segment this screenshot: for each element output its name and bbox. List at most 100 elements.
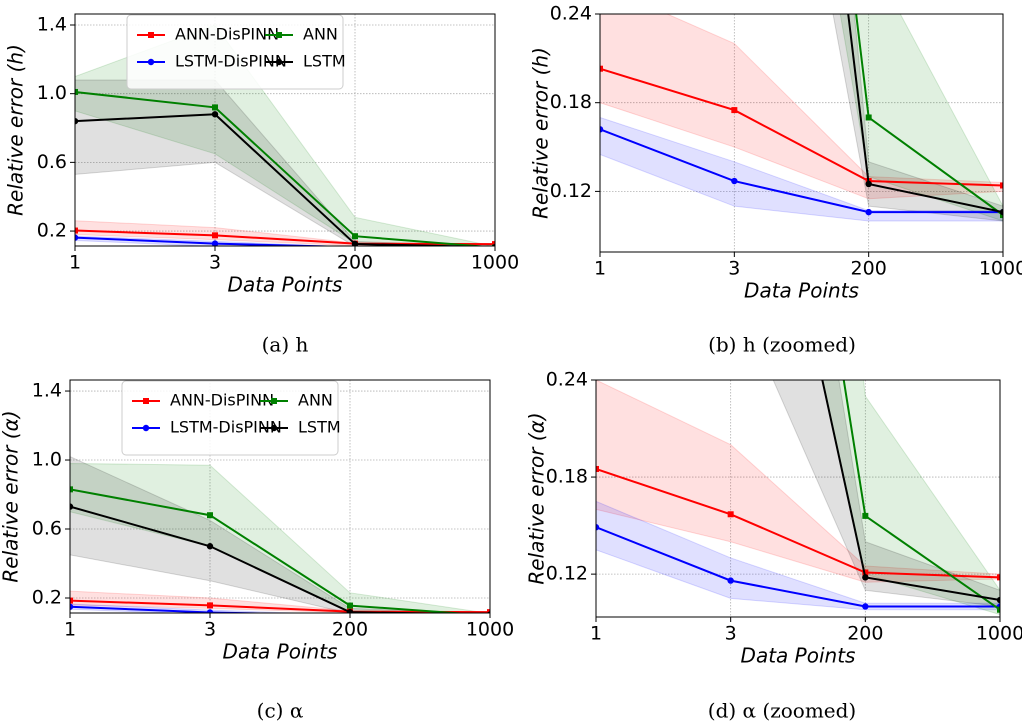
series-line (596, 468, 1000, 579)
error-band (70, 603, 310, 613)
x-axis-label: Data Points (223, 640, 338, 664)
x-axis-label: Data Points (741, 644, 856, 668)
series-line (821, 380, 1000, 601)
marker (351, 240, 359, 246)
x-tick-label: 200 (332, 619, 368, 641)
error-band (596, 380, 1000, 583)
axes-frame (599, 13, 1004, 253)
series-line (600, 128, 1003, 214)
series-line (75, 90, 489, 246)
y-tick-label: 0.2 (32, 586, 62, 608)
legend-label: LSTM (298, 418, 341, 437)
error-band (772, 380, 1000, 607)
series-line (600, 67, 1003, 187)
y-tick-label: 0.6 (37, 151, 67, 173)
series-line (70, 599, 490, 613)
series-line (855, 14, 1003, 216)
x-tick-label: 1000 (466, 619, 514, 641)
error-band (70, 456, 490, 613)
series-line (596, 526, 1000, 608)
marker (862, 569, 869, 576)
marker (211, 240, 219, 246)
error-band (75, 79, 495, 246)
marker (996, 596, 1000, 604)
axes-frame (69, 379, 491, 614)
x-tick-label: 1 (69, 252, 81, 274)
plot-area (600, 14, 1003, 222)
legend-marker (148, 32, 154, 38)
subplot: 0.2 0.6 1.0 1.4 1 3 200 1000 Data Points Relative… (4, 13, 520, 356)
marker (862, 512, 869, 519)
legend-marker (143, 398, 149, 404)
error-band (839, 14, 1003, 222)
marker (596, 524, 600, 531)
plot-area (70, 456, 490, 613)
marker (75, 234, 79, 241)
x-tick-label: 3 (204, 619, 216, 641)
marker (212, 232, 218, 239)
caption: (a) h (262, 333, 309, 357)
marker (207, 512, 213, 519)
error-band (70, 462, 490, 613)
error-band (75, 220, 495, 246)
marker (211, 111, 219, 118)
caption: (b) h (zoomed) (708, 333, 856, 357)
series-line (70, 505, 458, 613)
marker (865, 180, 872, 188)
marker (70, 503, 74, 510)
legend-label: LSTM (303, 52, 346, 71)
x-tick-label: 1000 (976, 623, 1022, 645)
marker (865, 114, 872, 121)
x-tick-label: 1 (594, 258, 606, 280)
marker (207, 602, 213, 609)
legend-label: LSTM-DisPINN (175, 52, 287, 71)
marker (492, 241, 495, 246)
x-tick-label: 1 (590, 623, 602, 645)
legend-marker (275, 58, 283, 66)
y-tick-label: 1.0 (37, 82, 67, 104)
y-axis-label: Relative error (h) (4, 44, 28, 216)
x-tick-label: 200 (851, 258, 887, 280)
x-tick-label: 3 (728, 258, 740, 280)
error-band (832, 14, 1003, 222)
legend-marker (271, 398, 277, 404)
marker (352, 233, 358, 240)
legend-marker (142, 424, 150, 432)
legend-label: ANN-DisPINN (170, 391, 274, 410)
y-tick-label: 0.6 (32, 518, 62, 540)
y-tick-label: 1.4 (32, 380, 62, 402)
marker (212, 104, 218, 111)
series-line (70, 605, 287, 613)
subplot: 0.2 0.6 1.0 1.4 1 3 200 1000 Data Points Relative… (0, 379, 514, 723)
legend-label: LSTM-DisPINN (170, 418, 282, 437)
legend-marker (270, 424, 278, 432)
plot-area (596, 380, 1000, 616)
error-band (596, 500, 1000, 611)
error-band (70, 590, 490, 613)
marker (70, 597, 73, 604)
marker (1000, 182, 1003, 189)
x-axis-label: Data Points (744, 279, 859, 303)
marker (1000, 212, 1003, 219)
y-tick-label: 1.4 (37, 13, 67, 35)
caption: (d) α (zoomed) (708, 699, 856, 723)
legend-label: ANN-DisPINN (175, 25, 279, 44)
marker (346, 608, 354, 613)
legend-box (121, 380, 339, 456)
marker (75, 88, 78, 95)
error-band (600, 116, 1003, 222)
series-line (75, 236, 348, 246)
x-axis-label: Data Points (228, 273, 343, 297)
marker (487, 609, 490, 613)
marker (347, 602, 353, 609)
legend-label: ANN (298, 391, 333, 410)
series-line (75, 229, 495, 246)
error-band (600, 14, 1003, 200)
marker (727, 511, 734, 518)
marker (731, 177, 738, 185)
series-line (70, 488, 468, 613)
y-axis-label: Relative error (α) (0, 410, 23, 582)
x-tick-label: 1 (64, 619, 76, 641)
marker (206, 543, 214, 550)
